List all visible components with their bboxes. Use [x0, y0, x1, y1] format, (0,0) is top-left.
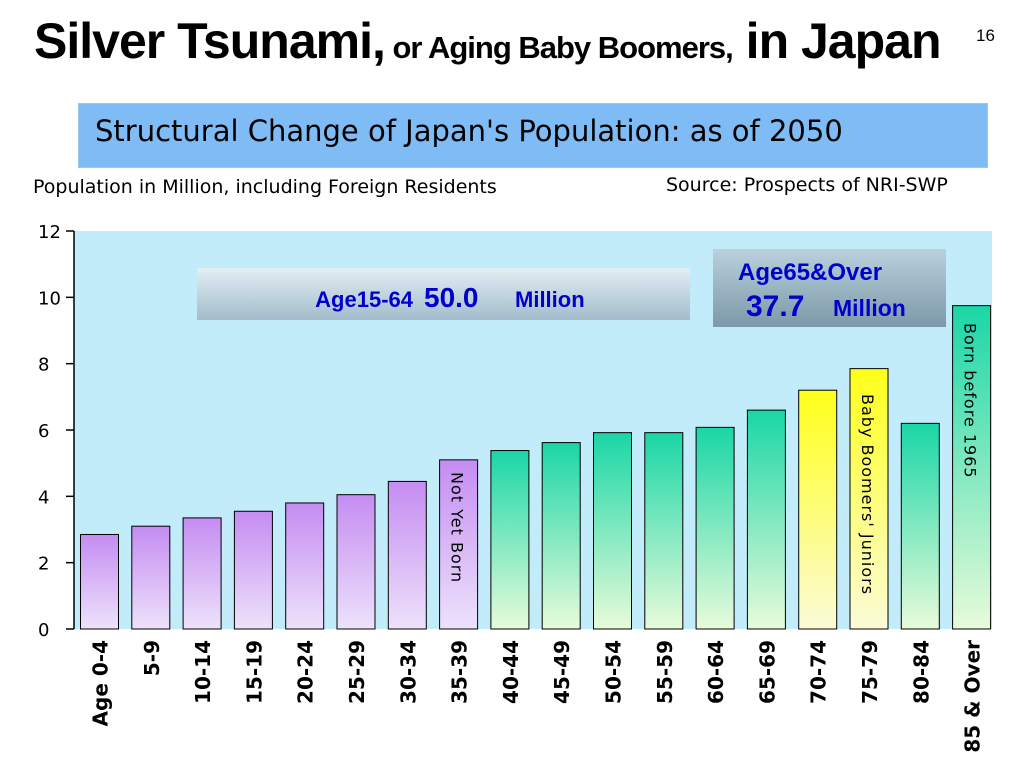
x-tick-label: 30-34 — [396, 640, 420, 704]
bar-5-9 — [131, 525, 171, 630]
bar-55-59 — [644, 432, 684, 630]
x-tick-label: 20-24 — [294, 640, 318, 704]
bar-age-0-4 — [80, 533, 119, 630]
bar-60-64 — [695, 426, 735, 630]
bar-25-29 — [336, 494, 376, 630]
title-main: Silver Tsunami, — [34, 13, 386, 69]
y-tick-label: 2 — [38, 554, 49, 575]
x-tick-label: 60-64 — [704, 640, 728, 704]
bar-50-54 — [593, 432, 632, 630]
working-age-unit: Million — [515, 287, 585, 312]
bar-70-74 — [798, 389, 838, 630]
banner-text: Structural Change of Japan's Population:… — [95, 114, 843, 148]
bar-65-69 — [746, 409, 786, 630]
x-tick-label: 70-74 — [807, 640, 831, 704]
bar-10-14 — [182, 517, 222, 630]
y-tick-label: 10 — [38, 288, 61, 309]
bar-40-44 — [490, 450, 530, 630]
x-tick-label: 40-44 — [499, 640, 523, 704]
bar-75-79 — [849, 368, 889, 630]
elderly-label: Age65&Over — [738, 259, 882, 286]
working-age-label: Age15-64 — [315, 287, 414, 312]
y-tick-label: 8 — [38, 355, 49, 376]
born-before-1965-annotation: Born before 1965 — [961, 323, 980, 479]
x-tick-label: 35-39 — [448, 640, 472, 704]
bar-20-24 — [285, 502, 325, 630]
title-end: in Japan — [732, 13, 942, 69]
slide-title: Silver Tsunami, or Aging Baby Boomers, i… — [34, 12, 942, 70]
working-age-callout: Age15-64 50.0 Million — [197, 268, 690, 320]
bar-35-39 — [439, 459, 479, 630]
bar-30-34 — [387, 480, 427, 630]
working-age-value: 50.0 — [424, 282, 479, 313]
elderly-callout: Age65&Over 37.7 Million — [713, 249, 946, 327]
bar-15-19 — [233, 510, 273, 630]
x-tick-label: Age 0-4 — [89, 640, 113, 726]
bar-85-over — [952, 305, 992, 630]
bar-45-49 — [541, 442, 581, 630]
x-tick-label: 15-19 — [242, 640, 266, 704]
x-tick-label: 75-79 — [858, 640, 882, 704]
y-tick-label: 12 — [38, 222, 61, 243]
y-tick-label: 0 — [38, 620, 49, 641]
x-tick-label: 5-9 — [140, 640, 164, 676]
source-note: Source: Prospects of NRI-SWP — [666, 174, 948, 196]
title-middle: or Aging Baby Boomers, — [384, 30, 733, 65]
y-tick-label: 4 — [38, 487, 49, 508]
elderly-unit: Million — [833, 295, 906, 321]
bar-80-84 — [900, 422, 940, 630]
population-note: Population in Million, including Foreign… — [33, 176, 497, 198]
x-tick-label: 50-54 — [602, 640, 626, 704]
elderly-value: 37.7 — [746, 290, 804, 323]
y-tick-label: 6 — [38, 421, 49, 442]
baby-boomers-juniors-annotation: Baby Boomers' Juniors — [858, 394, 877, 595]
not-yet-born-annotation: Not Yet Born — [448, 472, 467, 583]
x-tick-label: 85 & Over — [961, 640, 985, 753]
slide-number: 16 — [976, 26, 995, 45]
x-tick-label: 45-49 — [550, 640, 574, 704]
x-tick-label: 80-84 — [909, 640, 933, 704]
x-tick-label: 25-29 — [345, 640, 369, 704]
x-tick-label: 55-59 — [653, 640, 677, 704]
x-tick-label: 65-69 — [755, 640, 779, 704]
chart-banner: Structural Change of Japan's Population:… — [78, 103, 988, 168]
x-tick-label: 10-14 — [191, 640, 215, 704]
